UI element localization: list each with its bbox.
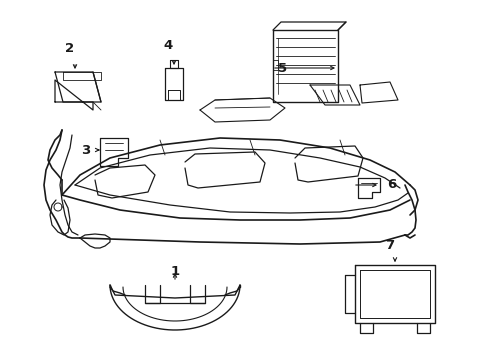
Text: 1: 1	[170, 265, 179, 278]
Text: 3: 3	[81, 144, 90, 157]
Text: 4: 4	[163, 39, 172, 52]
Text: 5: 5	[278, 62, 286, 75]
Text: 6: 6	[386, 179, 395, 192]
Text: 7: 7	[385, 239, 394, 252]
Text: 2: 2	[65, 42, 74, 55]
